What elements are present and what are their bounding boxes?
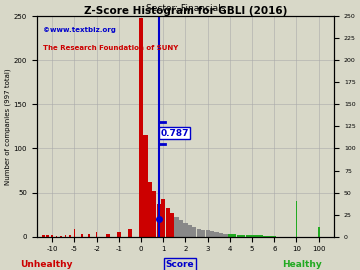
- Bar: [206, 230, 210, 237]
- Bar: [219, 233, 223, 237]
- Bar: [128, 229, 132, 237]
- Bar: [157, 204, 161, 237]
- Bar: [188, 225, 192, 237]
- Bar: [201, 230, 205, 237]
- Bar: [175, 217, 179, 237]
- Text: 0.787: 0.787: [160, 129, 189, 137]
- Bar: [51, 235, 53, 237]
- Bar: [88, 234, 90, 237]
- Bar: [210, 231, 214, 237]
- Bar: [223, 234, 228, 237]
- Bar: [117, 232, 121, 237]
- Bar: [56, 236, 58, 237]
- Bar: [161, 199, 165, 237]
- Bar: [69, 235, 71, 237]
- Bar: [272, 236, 276, 237]
- Bar: [148, 182, 152, 237]
- Bar: [318, 227, 320, 237]
- Bar: [250, 235, 254, 237]
- Bar: [296, 201, 297, 237]
- Bar: [215, 232, 219, 237]
- Text: ©www.textbiz.org: ©www.textbiz.org: [42, 27, 116, 33]
- Text: Sector: Financials: Sector: Financials: [146, 4, 225, 13]
- Bar: [192, 227, 197, 237]
- Bar: [246, 235, 250, 237]
- Bar: [139, 18, 143, 237]
- Text: The Research Foundation of SUNY: The Research Foundation of SUNY: [42, 45, 178, 51]
- Bar: [46, 235, 49, 237]
- Bar: [263, 236, 267, 237]
- Bar: [73, 229, 75, 237]
- Bar: [241, 235, 245, 237]
- Bar: [166, 208, 170, 237]
- Title: Z-Score Histogram for GBLI (2016): Z-Score Histogram for GBLI (2016): [84, 5, 287, 15]
- Bar: [228, 234, 232, 237]
- Text: Unhealthy: Unhealthy: [21, 260, 73, 269]
- Bar: [259, 235, 263, 237]
- Bar: [105, 234, 110, 237]
- Bar: [179, 220, 183, 237]
- Bar: [170, 213, 174, 237]
- Bar: [96, 232, 98, 237]
- Bar: [237, 235, 241, 237]
- Bar: [42, 235, 45, 237]
- Y-axis label: Number of companies (997 total): Number of companies (997 total): [4, 68, 11, 185]
- Bar: [143, 135, 148, 237]
- Text: Score: Score: [166, 260, 194, 269]
- Bar: [81, 234, 83, 237]
- Bar: [152, 191, 157, 237]
- Bar: [255, 235, 258, 237]
- Bar: [232, 234, 237, 237]
- Bar: [183, 222, 188, 237]
- Text: Healthy: Healthy: [283, 260, 322, 269]
- Bar: [65, 235, 66, 237]
- Bar: [60, 236, 62, 237]
- Bar: [197, 229, 201, 237]
- Bar: [268, 236, 272, 237]
